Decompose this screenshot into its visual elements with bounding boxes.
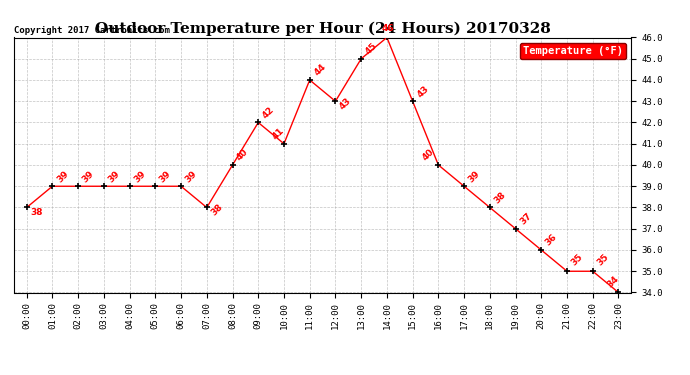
Text: 37: 37 — [518, 211, 533, 226]
Legend: Temperature (°F): Temperature (°F) — [520, 43, 626, 59]
Text: 34: 34 — [606, 274, 621, 289]
Text: 46: 46 — [382, 24, 395, 33]
Text: 39: 39 — [81, 169, 96, 184]
Text: 43: 43 — [338, 97, 353, 112]
Text: 36: 36 — [544, 232, 559, 248]
Text: 39: 39 — [55, 169, 70, 184]
Text: 41: 41 — [271, 126, 286, 142]
Text: 39: 39 — [184, 169, 199, 184]
Text: 38: 38 — [493, 190, 508, 206]
Text: 38: 38 — [30, 208, 43, 217]
Text: 39: 39 — [132, 169, 148, 184]
Text: 40: 40 — [420, 148, 435, 163]
Text: 39: 39 — [106, 169, 121, 184]
Title: Outdoor Temperature per Hour (24 Hours) 20170328: Outdoor Temperature per Hour (24 Hours) … — [95, 22, 551, 36]
Text: 42: 42 — [261, 105, 276, 120]
Text: Copyright 2017 Cartronics.com: Copyright 2017 Cartronics.com — [14, 26, 170, 35]
Text: 44: 44 — [313, 63, 328, 78]
Text: 38: 38 — [209, 202, 224, 217]
Text: 39: 39 — [158, 169, 173, 184]
Text: 43: 43 — [415, 84, 431, 99]
Text: 45: 45 — [364, 41, 379, 57]
Text: 40: 40 — [235, 148, 250, 163]
Text: 35: 35 — [570, 252, 585, 267]
Text: 35: 35 — [595, 252, 611, 267]
Text: 39: 39 — [466, 169, 482, 184]
